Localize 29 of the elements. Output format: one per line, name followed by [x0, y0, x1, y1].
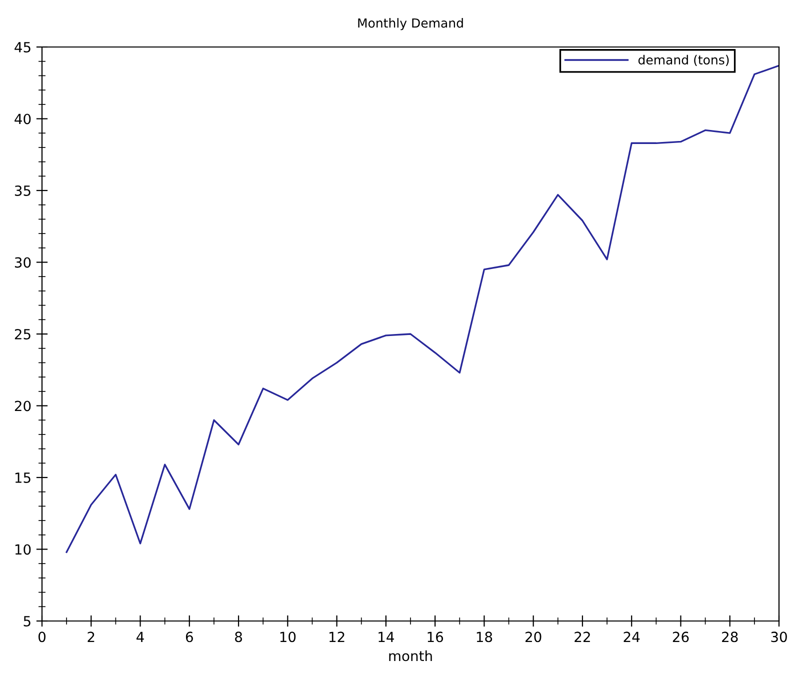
- x-tick-label: 6: [186, 632, 193, 642]
- chart-title: Monthly Demand: [358, 18, 463, 30]
- x-tick-label: 2: [88, 632, 94, 642]
- y-tick-label: 40: [14, 114, 31, 124]
- x-tick-label: 14: [378, 632, 394, 642]
- y-tick-label: 20: [14, 400, 31, 412]
- x-tick-label: 18: [476, 632, 492, 642]
- y-tick-label: 10: [15, 544, 31, 555]
- x-tick-label: 10: [280, 632, 296, 642]
- x-tick-label: 28: [722, 632, 738, 642]
- x-tick-label: 20: [526, 632, 542, 642]
- x-tick-label: 22: [574, 632, 590, 642]
- line-series: [66, 64, 779, 553]
- y-tick-label: 35: [14, 185, 30, 196]
- x-tick-label: 30: [771, 632, 787, 642]
- x-axis-title: month: [389, 650, 432, 662]
- y-tick-label: 30: [14, 257, 31, 268]
- x-tick-label: 4: [136, 632, 144, 642]
- x-tick-label: 16: [428, 632, 444, 642]
- y-tick-label: 5: [24, 616, 30, 626]
- x-tick-label: 0: [38, 632, 46, 642]
- y-tick-label: 45: [14, 42, 30, 52]
- x-tick-label: 26: [672, 632, 689, 642]
- x-tick-label: 24: [624, 632, 640, 642]
- x-tick-label: 12: [329, 632, 344, 642]
- y-tick-label: 15: [15, 472, 30, 483]
- legend-label: demand (tons): [638, 54, 729, 66]
- x-tick-label: 8: [235, 632, 242, 642]
- y-tick-label: 25: [14, 328, 30, 340]
